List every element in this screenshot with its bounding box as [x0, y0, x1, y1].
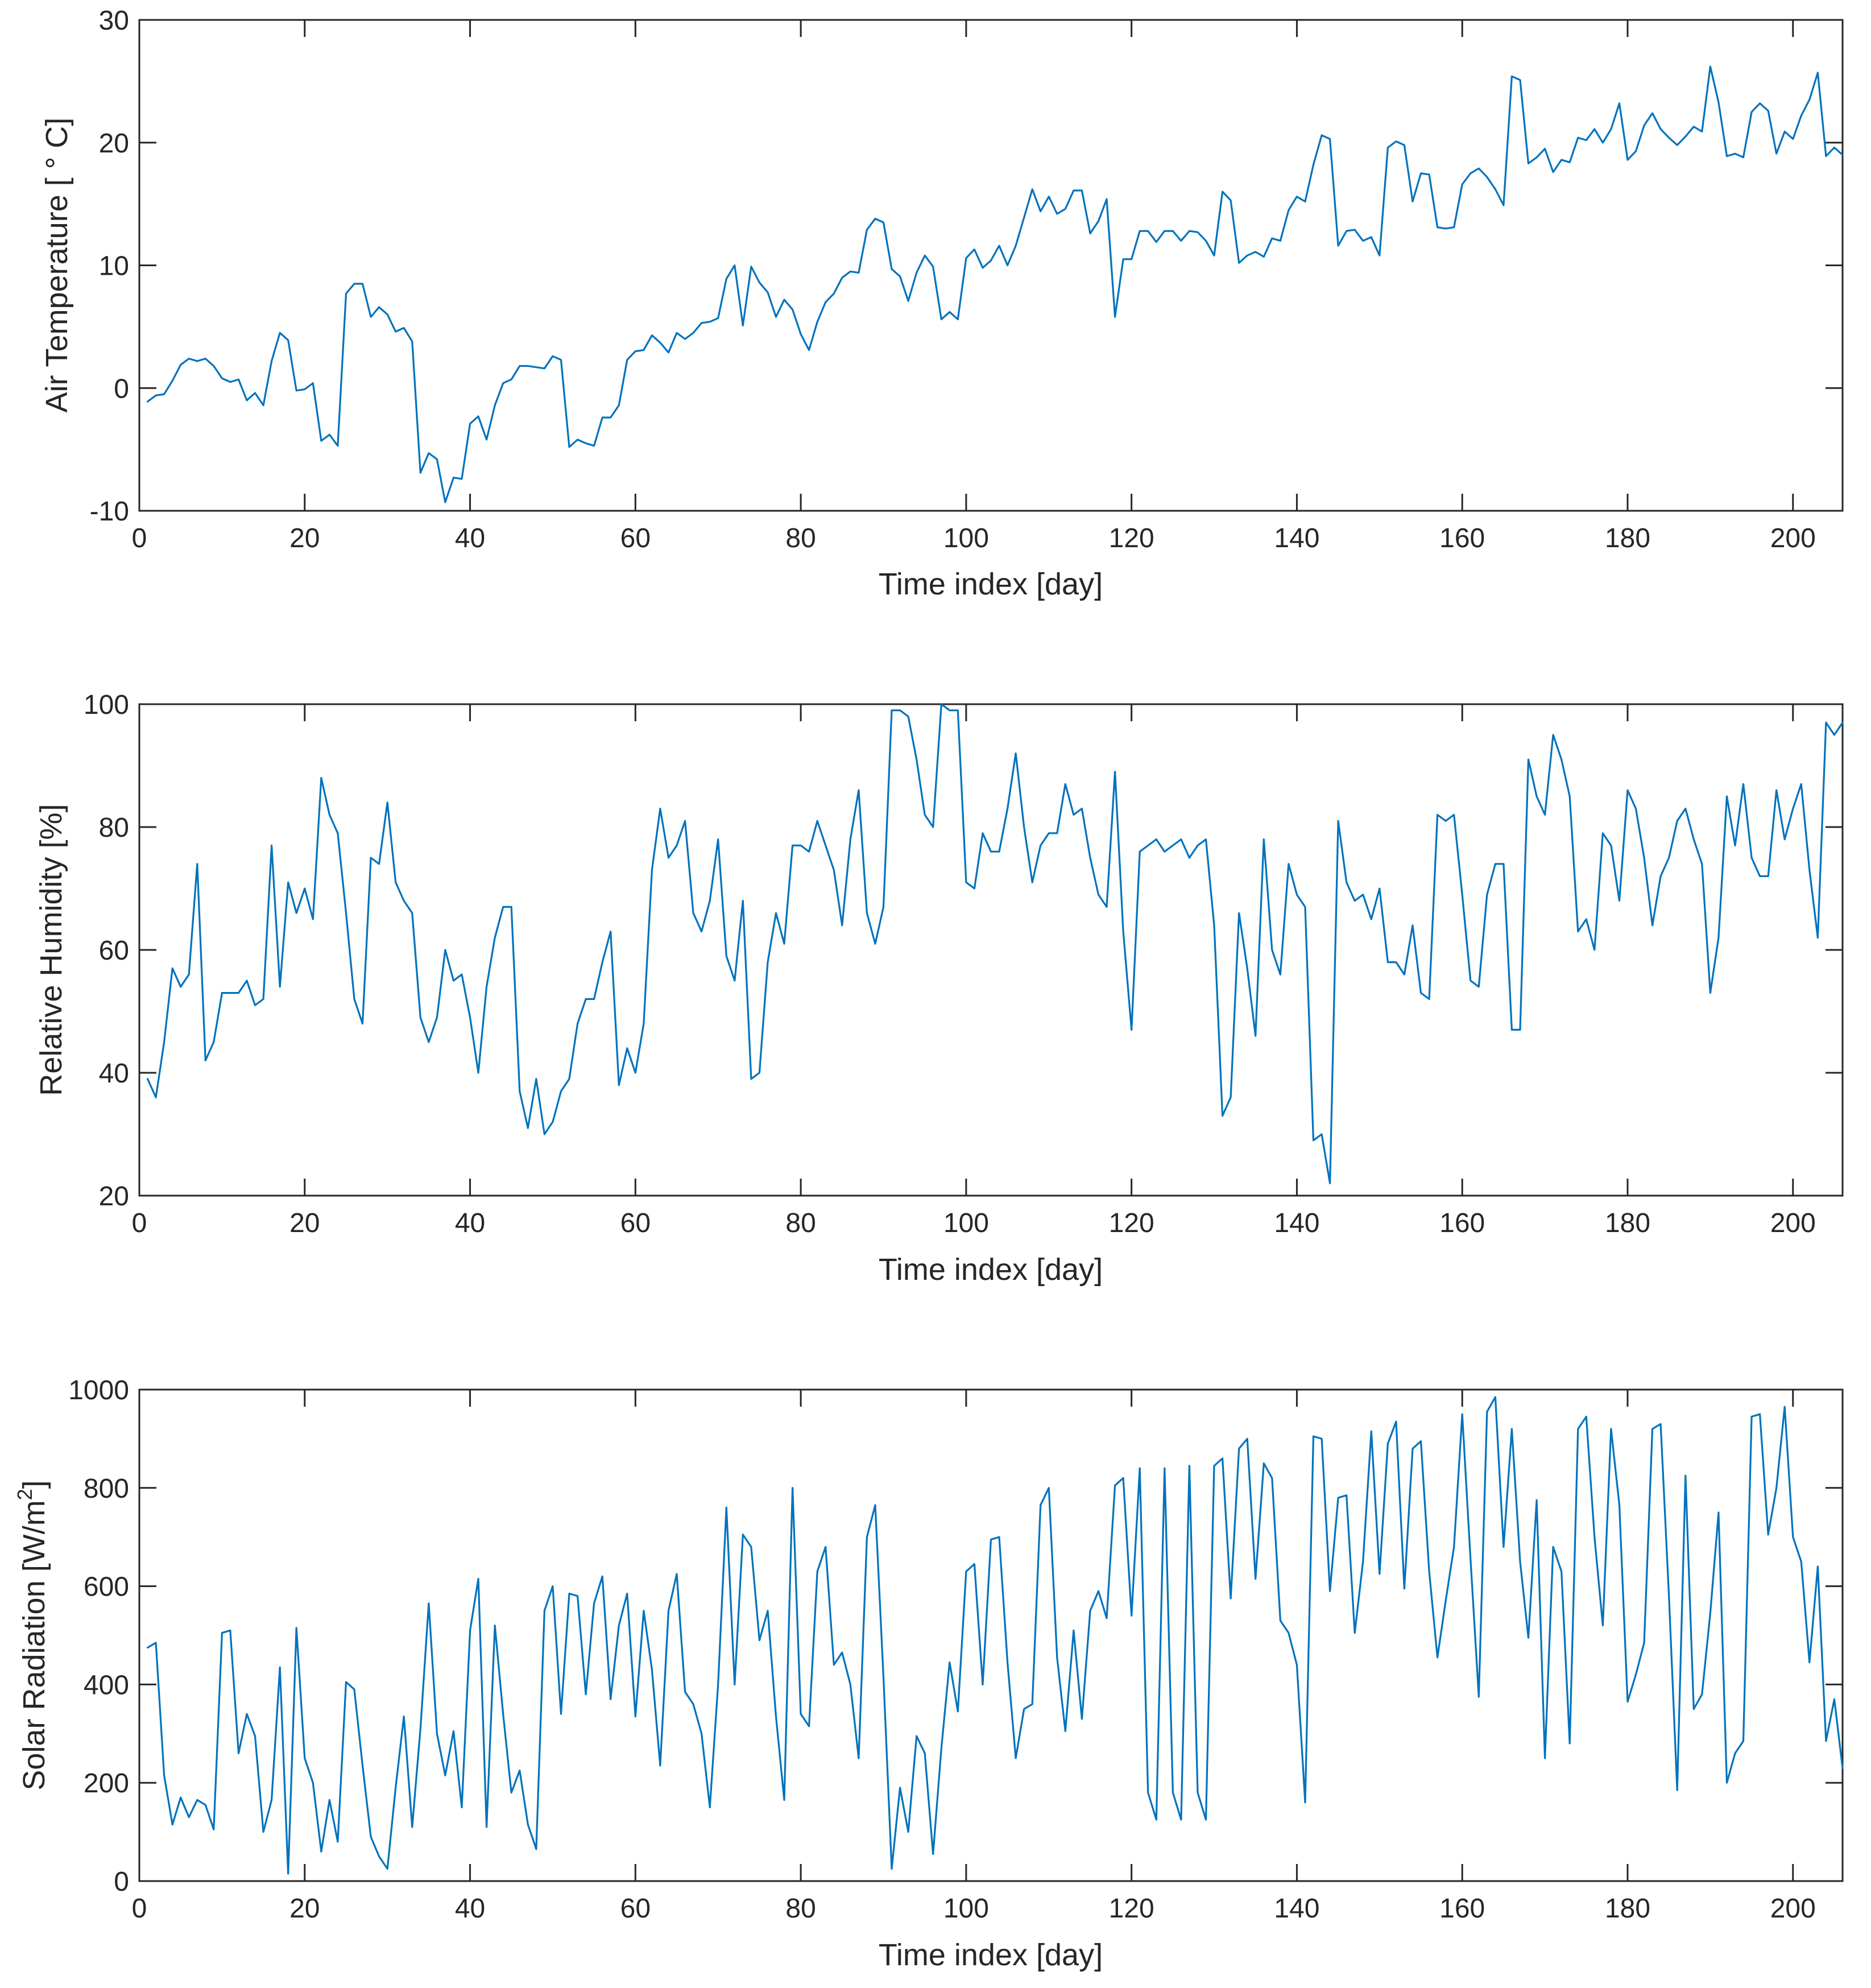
- x-tick-label: 80: [785, 523, 816, 553]
- solar-radiation-chart: 0 20 40 60 80 100 120 140 160 180 200 0 200 400 600 80…: [13, 1375, 1844, 1972]
- y-tick-label: 20: [99, 129, 129, 159]
- y-axis-label: Relative Humidity [%]: [34, 804, 68, 1096]
- y-tick-label: 40: [99, 1059, 129, 1089]
- x-tick-label: 80: [785, 1894, 816, 1924]
- y-tick-label: -10: [90, 497, 129, 527]
- x-tick-label: 100: [943, 523, 989, 553]
- y-tick-label: 10: [99, 251, 129, 282]
- x-tick-label: 80: [785, 1208, 816, 1238]
- x-tick-label: 0: [132, 1894, 147, 1924]
- x-tick-label: 60: [620, 1894, 651, 1924]
- y-tick-label: 80: [99, 813, 129, 843]
- x-tick-label: 0: [132, 523, 147, 553]
- x-tick-label: 40: [455, 1208, 485, 1238]
- x-tick-label: 60: [620, 523, 651, 553]
- y-axis-label: Solar Radiation [W/m2]: [13, 1480, 51, 1790]
- y-tick-label: 0: [114, 1867, 129, 1897]
- y-tick-label: 100: [84, 690, 129, 720]
- x-tick-group: 0 20 40 60 80 100 120 140 160 180 200: [132, 20, 1816, 553]
- x-tick-label: 20: [289, 1208, 320, 1238]
- y-tick-group: 20 40 60 80 100: [84, 690, 1843, 1212]
- y-tick-label: 0: [114, 374, 129, 404]
- y-tick-label: 400: [84, 1670, 129, 1700]
- x-tick-label: 60: [620, 1208, 651, 1238]
- series-group: [146, 1396, 1844, 1875]
- y-axis-label-end: ]: [17, 1480, 51, 1489]
- x-tick-label: 0: [132, 1208, 147, 1238]
- series-line-solar-radiation: [146, 1396, 1844, 1875]
- x-tick-label: 160: [1439, 1894, 1485, 1924]
- x-tick-label: 200: [1770, 1894, 1816, 1924]
- axes-frame: [138, 703, 1844, 1197]
- series-line-air-temperature: [146, 65, 1844, 503]
- x-tick-label: 180: [1605, 523, 1650, 553]
- series-group: [146, 703, 1844, 1184]
- x-tick-label: 20: [289, 1894, 320, 1924]
- x-tick-label: 100: [943, 1208, 989, 1238]
- x-tick-label: 20: [289, 523, 320, 553]
- x-tick-group: 0 20 40 60 80 100 120 140 160 180 200: [132, 1390, 1816, 1924]
- series-line-relative-humidity: [146, 703, 1844, 1184]
- y-tick-label: 30: [99, 6, 129, 36]
- x-tick-group: 0 20 40 60 80 100 120 140 160 180 200: [132, 704, 1816, 1238]
- y-tick-label: 800: [84, 1474, 129, 1504]
- series-group: [146, 65, 1844, 503]
- y-tick-label: 600: [84, 1572, 129, 1602]
- y-tick-label: 200: [84, 1768, 129, 1799]
- y-axis-label-main: Solar Radiation [W/m: [17, 1500, 51, 1790]
- x-axis-label: Time index [day]: [879, 567, 1103, 601]
- x-tick-label: 140: [1274, 1894, 1319, 1924]
- x-tick-label: 180: [1605, 1208, 1650, 1238]
- x-tick-label: 120: [1109, 523, 1154, 553]
- y-tick-label: 60: [99, 936, 129, 966]
- axes-frame: [138, 1388, 1844, 1882]
- y-tick-label: 1000: [68, 1375, 129, 1406]
- x-tick-label: 40: [455, 523, 485, 553]
- y-axis-label: Air Temperature [ ° C]: [40, 118, 74, 413]
- x-tick-label: 40: [455, 1894, 485, 1924]
- x-tick-label: 140: [1274, 1208, 1319, 1238]
- y-tick-label: 20: [99, 1181, 129, 1212]
- x-axis-label: Time index [day]: [879, 1253, 1103, 1287]
- x-axis-label: Time index [day]: [879, 1938, 1103, 1972]
- x-tick-label: 100: [943, 1894, 989, 1924]
- x-tick-label: 160: [1439, 523, 1485, 553]
- axes-frame: [138, 19, 1844, 512]
- y-tick-group: 0 200 400 600 800 1000: [68, 1375, 1843, 1897]
- x-tick-label: 180: [1605, 1894, 1650, 1924]
- relative-humidity-chart: 0 20 40 60 80 100 120 140 160 180 200 20406080100 …: [34, 690, 1844, 1287]
- x-tick-label: 140: [1274, 523, 1319, 553]
- x-tick-label: 120: [1109, 1894, 1154, 1924]
- x-tick-label: 160: [1439, 1208, 1485, 1238]
- y-tick-group: -10 0 10 20 30: [90, 6, 1843, 527]
- x-tick-label: 200: [1770, 523, 1816, 553]
- x-tick-label: 120: [1109, 1208, 1154, 1238]
- y-axis-label-superscript: 2: [13, 1489, 36, 1500]
- x-tick-label: 200: [1770, 1208, 1816, 1238]
